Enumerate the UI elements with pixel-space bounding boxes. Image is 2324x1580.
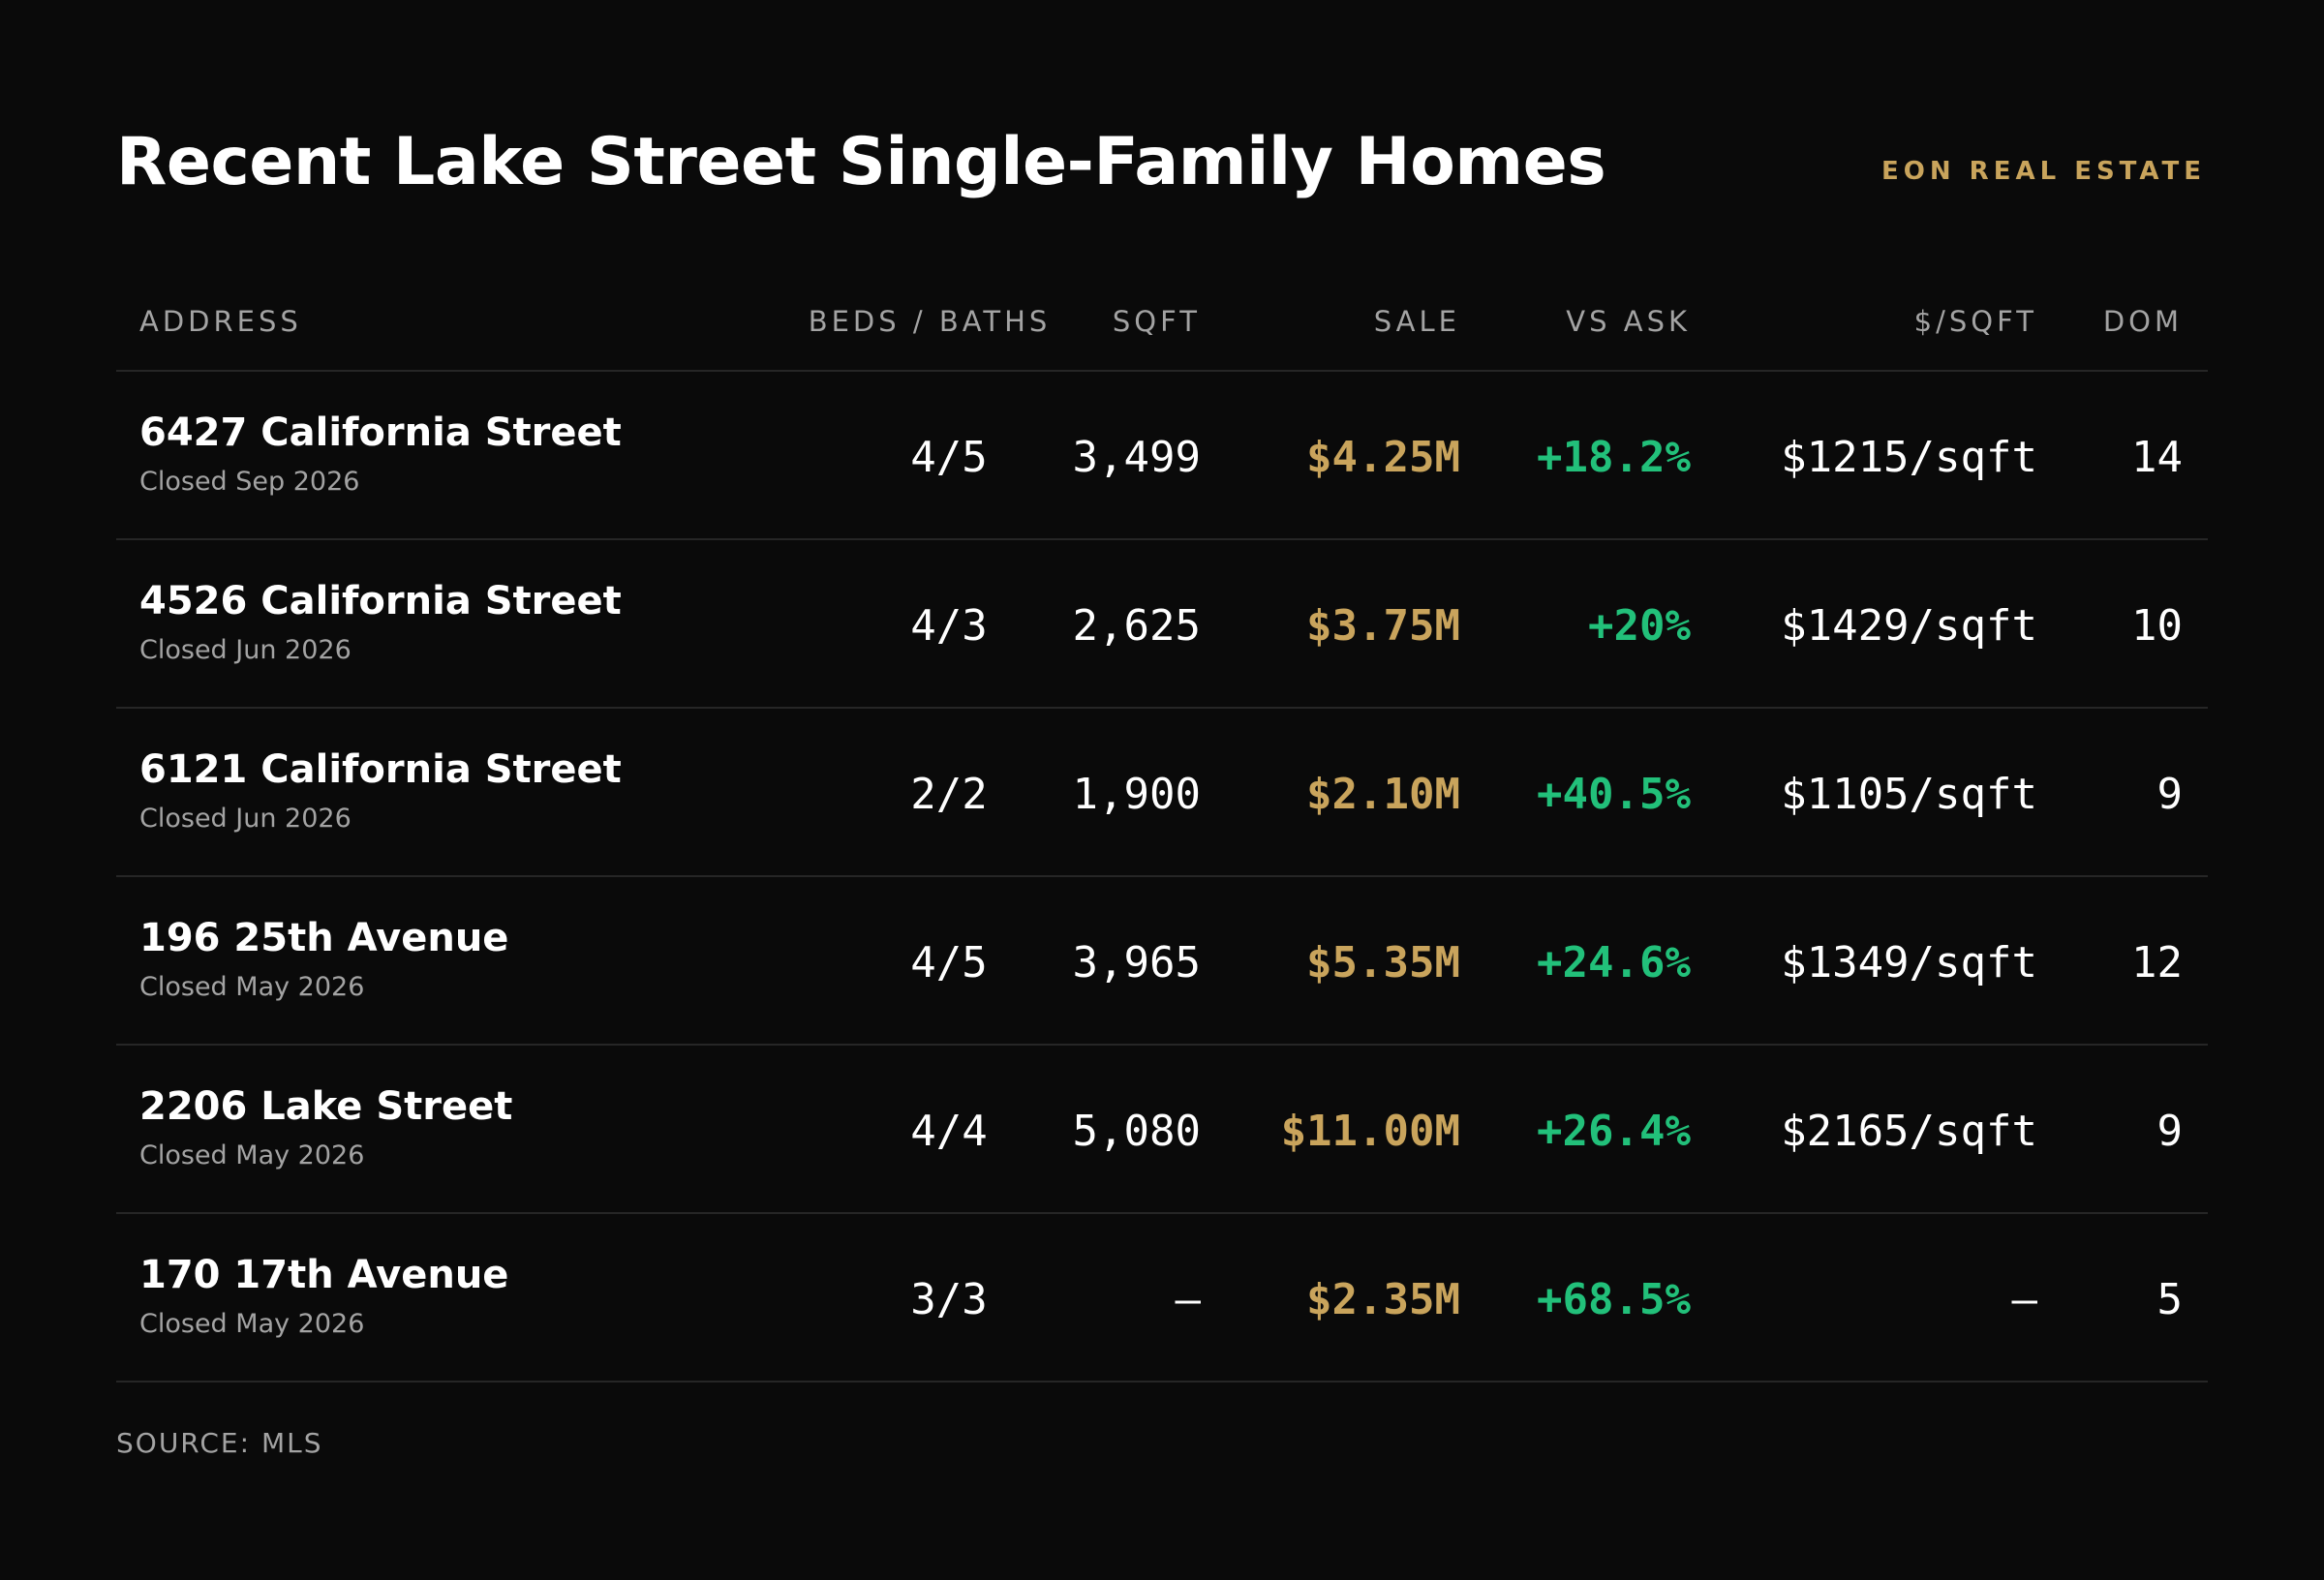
row-sqft: 2,625 [1072, 601, 1201, 651]
row-beds-baths: 2/2 [910, 770, 988, 819]
row-sale-price: $3.75M [1306, 601, 1460, 651]
column-header-sqft: SQFT [1112, 305, 1201, 338]
row-beds-baths: 4/5 [910, 938, 988, 988]
table-row: 6427 California Street Closed Sep 2026 4… [116, 372, 2208, 540]
row-price-per-sqft: — [2011, 1275, 2038, 1324]
row-sale-price: $4.25M [1306, 433, 1460, 482]
table-row: 4526 California Street Closed Jun 2026 4… [116, 540, 2208, 709]
row-address: 6121 California Street [139, 747, 622, 792]
row-sqft: 3,965 [1072, 938, 1201, 988]
column-header-sale: SALE [1373, 305, 1460, 338]
column-header-address: ADDRESS [139, 305, 302, 338]
row-beds-baths: 4/4 [910, 1107, 988, 1156]
column-header-price-per-sqft: $/SQFT [1913, 305, 2037, 338]
sales-table: ADDRESS BEDS / BATHS SQFT SALE VS ASK $/… [116, 271, 2208, 1382]
source-note: SOURCE: MLS [116, 1427, 323, 1459]
column-header-dom: DOM [2102, 305, 2183, 338]
row-vs-ask: +68.5% [1537, 1275, 1691, 1324]
row-sqft: 1,900 [1072, 770, 1201, 819]
row-address: 6427 California Street [139, 410, 622, 455]
row-closed-date: Closed Sep 2026 [139, 467, 360, 497]
column-header-beds-baths: BEDS / BATHS [808, 305, 1052, 338]
row-sale-price: $11.00M [1280, 1107, 1460, 1156]
row-vs-ask: +24.6% [1537, 938, 1691, 988]
row-beds-baths: 4/5 [910, 433, 988, 482]
row-dom: 9 [2156, 1107, 2184, 1156]
row-price-per-sqft: $1349/sqft [1781, 938, 2037, 988]
row-vs-ask: +40.5% [1537, 770, 1691, 819]
row-sqft: 5,080 [1072, 1107, 1201, 1156]
row-address: 170 17th Avenue [139, 1253, 509, 1297]
table-row: 196 25th Avenue Closed May 2026 4/5 3,96… [116, 877, 2208, 1046]
row-address: 2206 Lake Street [139, 1084, 513, 1129]
table-row: 170 17th Avenue Closed May 2026 3/3 — $2… [116, 1214, 2208, 1382]
row-price-per-sqft: $2165/sqft [1781, 1107, 2037, 1156]
row-closed-date: Closed May 2026 [139, 1309, 365, 1339]
table-row: 6121 California Street Closed Jun 2026 2… [116, 709, 2208, 877]
row-address: 196 25th Avenue [139, 916, 509, 960]
row-sqft: — [1175, 1275, 1202, 1324]
table-row: 2206 Lake Street Closed May 2026 4/4 5,0… [116, 1046, 2208, 1214]
row-address: 4526 California Street [139, 579, 622, 623]
row-dom: 10 [2131, 601, 2183, 651]
row-sale-price: $5.35M [1306, 938, 1460, 988]
row-dom: 9 [2156, 770, 2184, 819]
header: Recent Lake Street Single-Family Homes E… [116, 114, 2208, 211]
row-price-per-sqft: $1429/sqft [1781, 601, 2037, 651]
row-closed-date: Closed Jun 2026 [139, 635, 352, 665]
page-title: Recent Lake Street Single-Family Homes [116, 124, 1606, 200]
row-beds-baths: 3/3 [910, 1275, 988, 1324]
row-closed-date: Closed May 2026 [139, 972, 365, 1002]
row-vs-ask: +18.2% [1537, 433, 1691, 482]
row-vs-ask: +20% [1588, 601, 1691, 651]
column-header-vs-ask: VS ASK [1566, 305, 1691, 338]
row-sale-price: $2.10M [1306, 770, 1460, 819]
row-sale-price: $2.35M [1306, 1275, 1460, 1324]
row-closed-date: Closed Jun 2026 [139, 804, 352, 834]
row-beds-baths: 4/3 [910, 601, 988, 651]
row-sqft: 3,499 [1072, 433, 1201, 482]
row-price-per-sqft: $1215/sqft [1781, 433, 2037, 482]
row-vs-ask: +26.4% [1537, 1107, 1691, 1156]
row-dom: 5 [2156, 1275, 2184, 1324]
row-dom: 14 [2131, 433, 2183, 482]
page: Recent Lake Street Single-Family Homes E… [116, 0, 2208, 1580]
row-closed-date: Closed May 2026 [139, 1140, 365, 1170]
brand-label: EON REAL ESTATE [1881, 157, 2206, 186]
row-dom: 12 [2131, 938, 2183, 988]
row-price-per-sqft: $1105/sqft [1781, 770, 2037, 819]
table-header: ADDRESS BEDS / BATHS SQFT SALE VS ASK $/… [116, 271, 2208, 372]
